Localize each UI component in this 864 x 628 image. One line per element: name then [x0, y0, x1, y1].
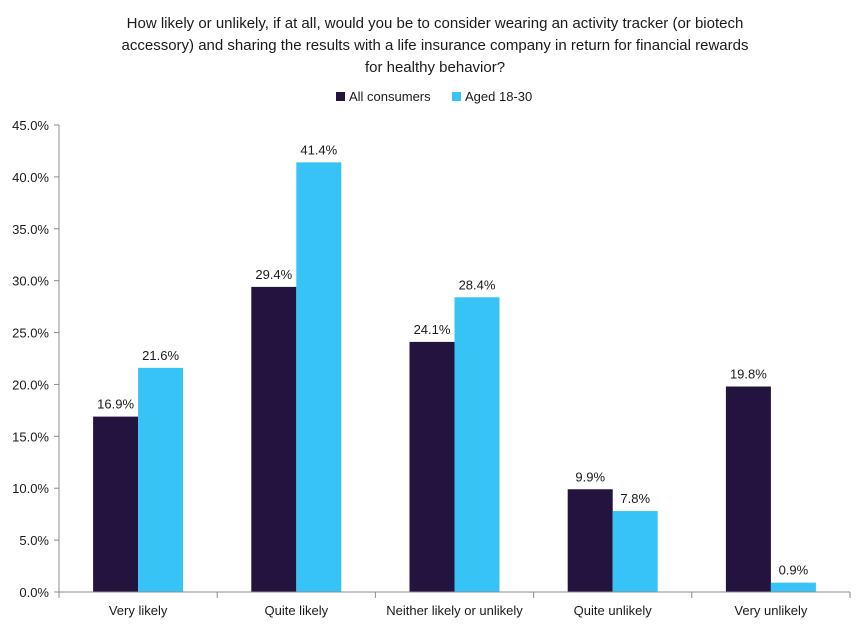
y-tick-label: 0.0%	[19, 585, 49, 600]
x-category-label: Quite unlikely	[574, 603, 653, 618]
y-tick-label: 35.0%	[12, 222, 49, 237]
y-tick-label: 25.0%	[12, 326, 49, 341]
data-label: 9.9%	[575, 469, 605, 484]
y-tick-label: 5.0%	[19, 533, 49, 548]
data-label: 24.1%	[414, 322, 451, 337]
data-label: 16.9%	[97, 397, 134, 412]
bar-all-consumers	[251, 286, 297, 592]
legend-label-aged-18-30: Aged 18-30	[465, 89, 532, 104]
legend-label-all-consumers: All consumers	[349, 89, 431, 104]
data-label: 21.6%	[142, 348, 179, 363]
bar-aged-18-30	[454, 297, 500, 592]
data-label: 19.8%	[730, 367, 767, 382]
bar-all-consumers	[93, 416, 139, 592]
chart-title-line-1: How likely or unlikely, if at all, would…	[127, 15, 744, 32]
bar-aged-18-30	[138, 367, 184, 592]
bar-all-consumers	[409, 341, 455, 592]
x-category-label: Neither likely or unlikely	[386, 603, 523, 618]
bar-aged-18-30	[296, 162, 342, 593]
y-tick-label: 45.0%	[12, 118, 49, 133]
chart-title: How likely or unlikely, if at all, would…	[122, 15, 749, 76]
y-tick-label: 40.0%	[12, 170, 49, 185]
chart-title-line-3: for healthy behavior?	[365, 59, 505, 76]
bar-aged-18-30	[612, 511, 658, 592]
bar-all-consumers	[567, 489, 613, 592]
bar-all-consumers	[725, 386, 771, 592]
legend-swatch-aged-18-30	[452, 92, 461, 101]
y-tick-label: 20.0%	[12, 377, 49, 392]
bar-aged-18-30	[770, 582, 816, 592]
legend-swatch-all-consumers	[336, 92, 345, 101]
x-category-label: Quite likely	[265, 603, 329, 618]
data-label: 7.8%	[620, 491, 650, 506]
y-tick-label: 15.0%	[12, 429, 49, 444]
data-label: 28.4%	[459, 277, 496, 292]
chart-title-line-2: accessory) and sharing the results with …	[122, 37, 749, 54]
data-label: 41.4%	[300, 142, 337, 157]
legend: All consumers Aged 18-30	[336, 89, 532, 104]
y-axis: 0.0% 5.0% 10.0% 15.0% 20.0% 25.0% 30.0% 35.0% 40…	[12, 118, 60, 600]
bars	[93, 162, 816, 593]
data-label: 29.4%	[255, 267, 292, 282]
data-labels: 16.9% 29.4% 24.1% 9.9% 19.8% 21.6% 41.4% 28.4% 7…	[97, 142, 808, 577]
x-category-label: Very unlikely	[734, 603, 807, 618]
y-tick-label: 30.0%	[12, 274, 49, 289]
x-axis: Very likely Quite likely Neither likely or…	[58, 591, 851, 618]
data-label: 0.9%	[779, 563, 809, 578]
y-tick-label: 10.0%	[12, 481, 49, 496]
x-category-label: Very likely	[109, 603, 168, 618]
